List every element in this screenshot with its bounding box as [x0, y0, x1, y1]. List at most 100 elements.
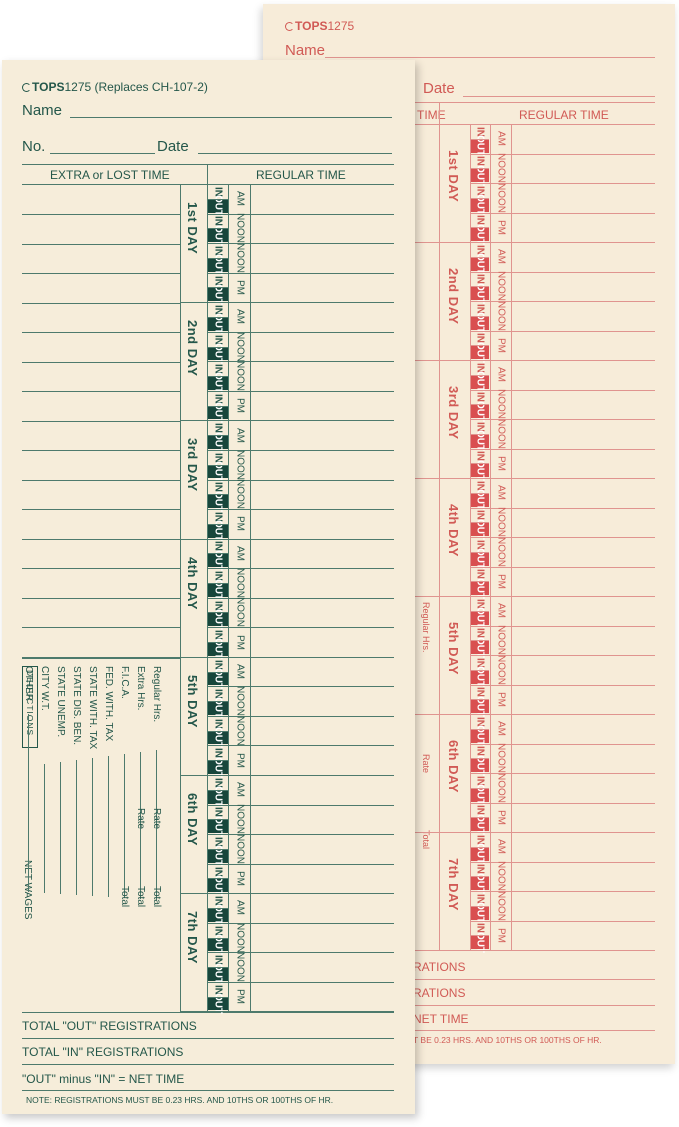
total-label: Total	[119, 886, 130, 908]
back-out-stamp-cell: OUT	[471, 578, 489, 599]
extra-time-line	[22, 243, 180, 245]
back-slot-divider	[471, 773, 655, 774]
payroll-line-label: STATE WITH. TAX	[87, 666, 98, 750]
slot-label: AM	[234, 782, 246, 798]
extra-time-line	[22, 420, 180, 422]
footer-note: NOTE: REGISTRATIONS MUST BE 0.23 HRS. AN…	[26, 1095, 334, 1105]
back-out-stamp-cell: OUT	[471, 460, 489, 481]
back-in-out-divider	[471, 492, 489, 494]
back-in-stamp-cell: IN	[474, 244, 486, 255]
slot-divider	[208, 775, 394, 776]
out-stamp-cell: OUT	[208, 845, 228, 866]
back-slot-divider	[471, 596, 655, 597]
out-stamp-cell: OUT	[208, 491, 228, 512]
regular-time-header: REGULAR TIME	[256, 168, 346, 182]
back-in-out-divider	[471, 315, 489, 317]
header-brand: TOPS1275 (Replaces CH-107-2)	[22, 80, 208, 94]
back-in-stamp-cell: IN	[474, 864, 486, 875]
back-slot-label: NOON	[495, 536, 507, 567]
in-out-divider	[208, 612, 228, 614]
out-stamp-cell: OUT	[208, 432, 228, 453]
back-in-out-divider	[471, 640, 489, 642]
back-in-stamp-cell: IN	[474, 539, 486, 550]
slot-label: AM	[234, 664, 246, 680]
back-in-stamp-cell: IN	[474, 805, 486, 816]
back-out-stamp-cell: OUT	[471, 843, 489, 864]
payroll-entry-line	[140, 752, 141, 899]
slot-divider	[208, 272, 394, 274]
extra-time-line	[22, 538, 180, 540]
back-slot-divider	[471, 271, 655, 273]
back-out-stamp-cell: OUT	[471, 401, 489, 422]
front-time-card: TOPS1275 (Replaces CH-107-2) Name No. Da…	[2, 60, 415, 1114]
day-divider	[180, 302, 208, 304]
back-in-out-divider	[471, 876, 489, 878]
back-slot-divider	[471, 714, 655, 715]
in-stamp-cell: IN	[212, 186, 224, 197]
back-slot-divider	[471, 950, 655, 951]
back-in-out-divider	[471, 846, 489, 848]
net-time-label: "OUT" minus "IN" = NET TIME	[22, 1072, 185, 1086]
in-out-divider	[208, 287, 228, 289]
back-slot-divider	[471, 330, 655, 332]
slot-divider	[208, 479, 394, 481]
out-stamp-cell: OUT	[208, 343, 228, 364]
out-stamp-cell: OUT	[208, 875, 228, 896]
payroll-line-label: OTHER	[23, 666, 34, 701]
slot-divider	[208, 863, 394, 865]
back-note: T BE 0.23 HRS. AND 10THS OR 100THS OF HR…	[413, 1035, 602, 1045]
back-in-out-divider	[471, 551, 489, 553]
in-stamp-cell: IN	[212, 836, 224, 847]
slot-divider	[208, 893, 394, 895]
back-out-stamp-cell: OUT	[471, 637, 489, 658]
back-in-stamp-cell: IN	[474, 451, 486, 462]
out-stamp-cell: OUT	[208, 372, 228, 394]
payroll-entry-line	[60, 762, 61, 894]
out-stamp-cell: OUT	[208, 609, 228, 630]
back-in-out-divider	[471, 168, 489, 170]
slot-label: PM	[234, 870, 246, 886]
back-slot-divider	[471, 625, 655, 627]
in-out-divider	[208, 671, 228, 673]
in-stamp-cell: IN	[212, 659, 224, 670]
day-label-5: 5th DAY	[185, 674, 200, 728]
in-stamp-cell: IN	[212, 452, 224, 463]
slot-label: PM	[234, 398, 246, 414]
back-out-stamp-cell: OUT	[471, 194, 489, 215]
back-slot-label: AM	[495, 249, 507, 265]
back-slot-divider	[471, 301, 655, 302]
back-rate: Rate	[421, 754, 431, 774]
back-slot-divider	[471, 920, 655, 922]
in-stamp-cell: IN	[212, 511, 224, 522]
in-out-divider	[208, 494, 228, 496]
in-stamp-cell: IN	[212, 866, 224, 877]
slot-divider	[208, 509, 394, 511]
back-slot-label: PM	[495, 455, 507, 471]
back-in-stamp-cell: IN	[474, 687, 486, 698]
back-day-divider	[413, 950, 471, 951]
day-label-7: 7th DAY	[185, 911, 200, 965]
day-label-4: 4th DAY	[185, 556, 200, 610]
in-stamp-cell: IN	[212, 571, 224, 582]
extra-time-line	[22, 627, 180, 628]
back-slot-label: NOON	[495, 300, 507, 331]
out-stamp-cell: OUT	[208, 934, 228, 955]
back-slot-label: NOON	[495, 182, 507, 213]
payroll-entry-line	[44, 764, 45, 893]
back-in-out-divider	[471, 787, 489, 789]
total-label: Total	[135, 886, 146, 908]
in-out-divider	[208, 376, 228, 378]
back-in-stamp-cell: IN	[474, 215, 486, 226]
back-slot-label: AM	[495, 603, 507, 619]
back-in-out-divider	[471, 286, 489, 288]
payroll-entry-line	[92, 758, 93, 896]
tops-logo-icon	[285, 22, 294, 31]
in-out-divider	[208, 582, 228, 584]
out-stamp-cell: OUT	[208, 993, 228, 1014]
slot-divider	[208, 568, 394, 570]
payroll-line-label: Extra Hrs.	[135, 666, 146, 711]
back-out-stamp-cell: OUT	[471, 224, 489, 245]
in-out-divider	[208, 701, 228, 703]
slot-label: PM	[234, 752, 246, 768]
extra-time-line	[22, 273, 180, 274]
